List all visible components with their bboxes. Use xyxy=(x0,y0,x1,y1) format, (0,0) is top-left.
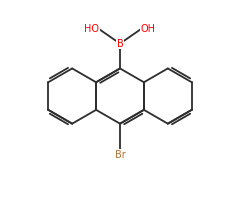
Text: B: B xyxy=(117,39,123,49)
Text: Br: Br xyxy=(115,150,125,160)
Text: OH: OH xyxy=(141,24,156,34)
Text: HO: HO xyxy=(84,24,99,34)
